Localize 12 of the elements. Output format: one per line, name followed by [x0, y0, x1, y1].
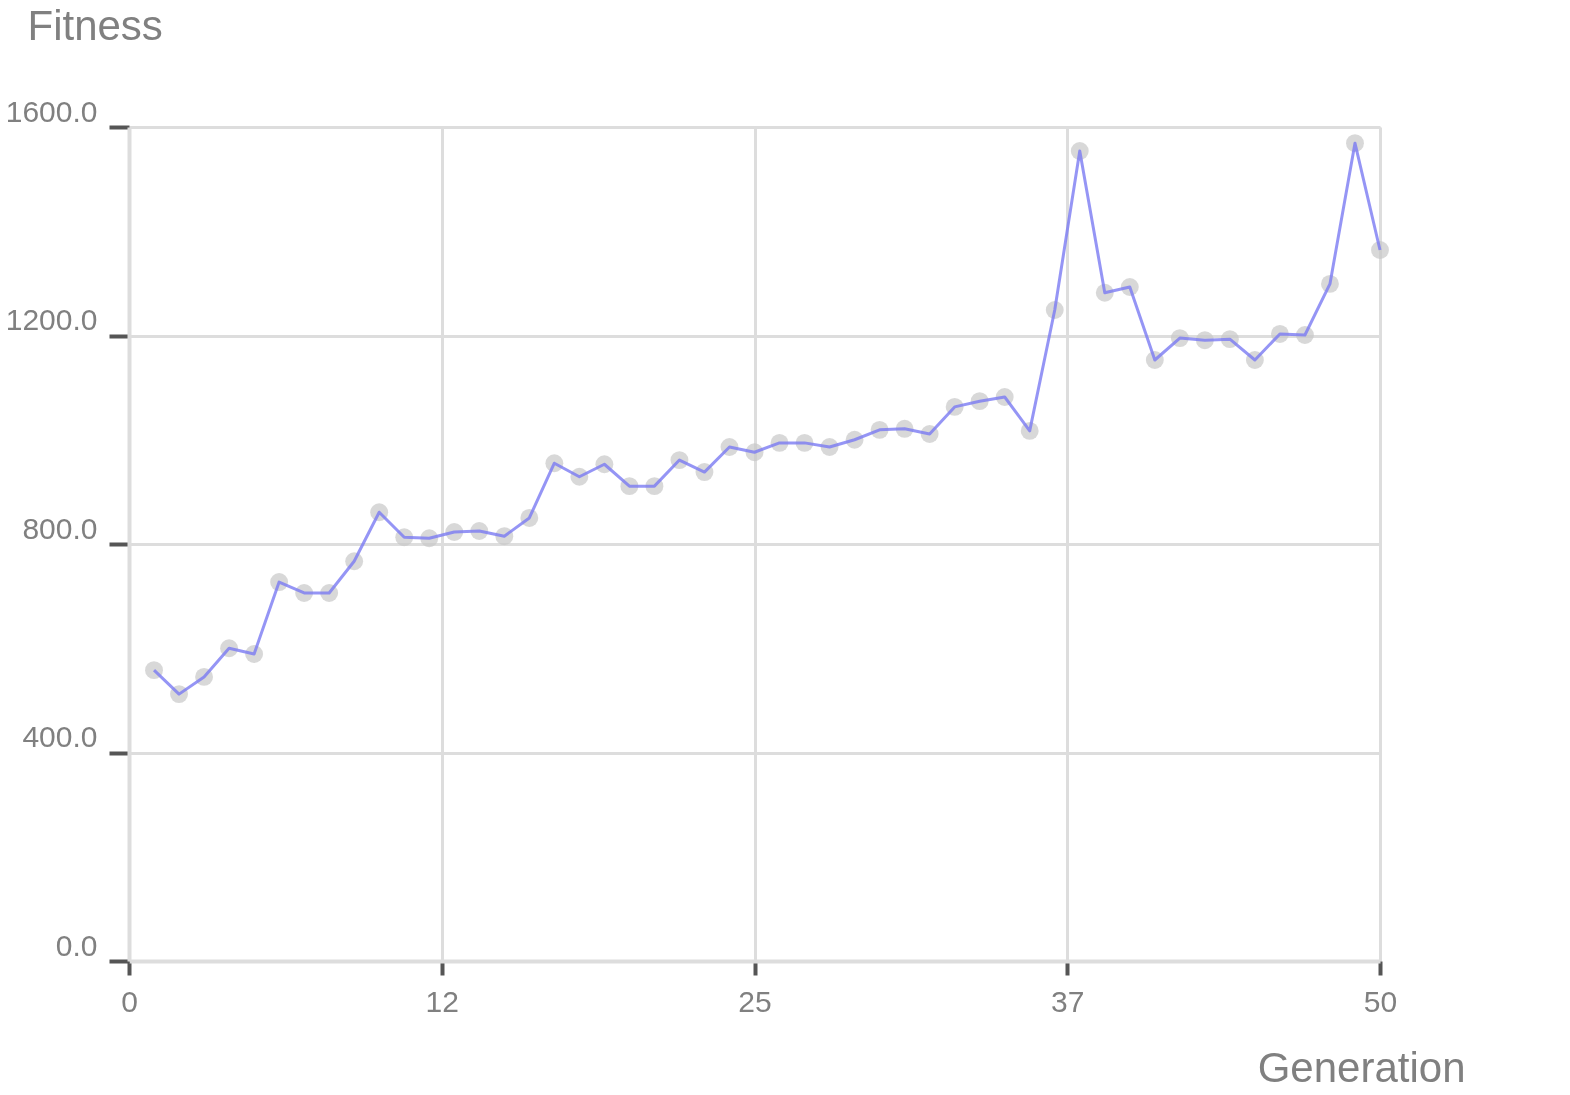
y-tick-label: 800.0	[22, 511, 98, 545]
y-tick-label: 1200.0	[5, 303, 98, 336]
y-tick-label: 0.0	[55, 928, 98, 962]
x-tick-label: 0	[121, 984, 138, 1018]
x-tick-label: 25	[738, 984, 772, 1018]
x-tick-label: 12	[425, 984, 459, 1018]
x-tick-label: 37	[1051, 984, 1085, 1018]
y-axis-title: Fitness	[27, 1, 163, 49]
y-tick-label: 1600.0	[5, 94, 98, 128]
y-tick-label: 400.0	[22, 720, 98, 753]
x-tick-label: 50	[1363, 984, 1398, 1018]
x-axis-title: Generation	[1257, 1043, 1466, 1091]
